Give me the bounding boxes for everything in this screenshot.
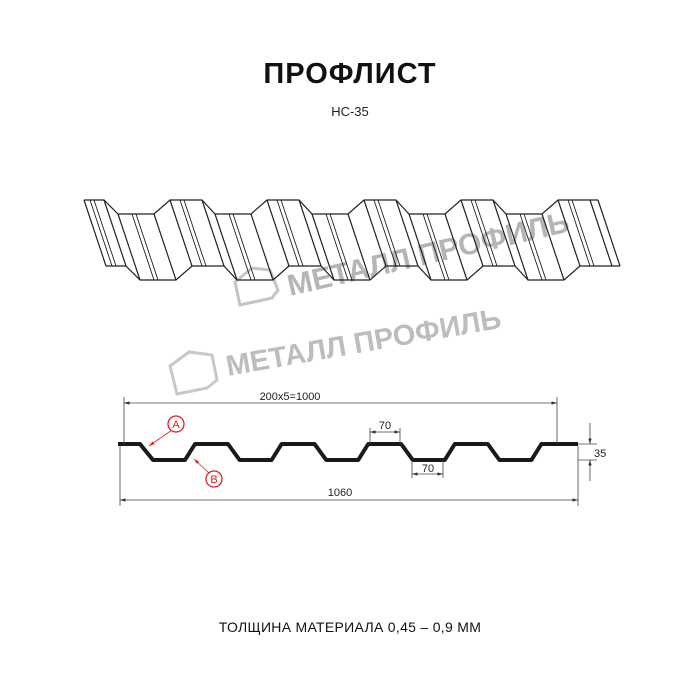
sheet-edge-line — [276, 199, 300, 267]
sheet-edge-line — [84, 199, 598, 215]
dimension-height-label: 35 — [594, 448, 606, 460]
watermark-text-bottom: МЕТАЛЛ ПРОФИЛЬ — [224, 303, 504, 383]
sheet-edge-line — [557, 199, 581, 267]
dimension-height — [578, 423, 597, 481]
dimension-pitch-label: 200x5=1000 — [260, 391, 321, 403]
sheet-edge-line — [426, 213, 450, 281]
watermark-top — [233, 266, 280, 307]
sheet-edge-line — [470, 199, 494, 267]
sheet-edge-line — [363, 199, 387, 267]
sheet-edge-line — [266, 199, 290, 267]
sheet-perspective-view — [83, 199, 621, 281]
sheet-edge-line — [373, 199, 397, 267]
sheet-edge-line — [153, 213, 177, 281]
sheet-edge-line — [232, 213, 256, 281]
svg-text:A: A — [172, 419, 180, 431]
sheet-edge-line — [228, 213, 252, 281]
material-thickness-note: ТОЛЩИНА МАТЕРИАЛА 0,45 – 0,9 ММ — [218, 619, 482, 635]
sheet-edge-line — [597, 199, 621, 267]
marker-a: A — [148, 415, 185, 447]
sheet-edge-line — [325, 213, 349, 281]
dimension-pitch — [123, 397, 558, 444]
watermark-bottom — [168, 350, 219, 396]
sheet-edge-line — [422, 213, 446, 281]
svg-text:B: B — [210, 474, 217, 486]
dimension-top-flange-label: 70 — [379, 420, 391, 432]
sheet-edge-line — [311, 213, 335, 281]
sheet-edge-line — [571, 199, 595, 267]
sheet-edge-line — [214, 213, 238, 281]
dimension-bottom-flange — [411, 460, 444, 478]
sheet-edge-line — [523, 213, 547, 281]
sheet-edge-line — [541, 213, 565, 281]
sheet-edge-line — [250, 213, 274, 281]
sheet-edge-line — [329, 213, 353, 281]
sheet-edge-line — [201, 199, 225, 267]
sheet-edge-line — [117, 213, 141, 281]
marker-b: B — [193, 458, 223, 488]
dimension-bottom-flange-label: 70 — [422, 463, 434, 475]
sheet-edge-line — [83, 199, 107, 267]
sheet-edge-line — [103, 199, 127, 267]
dimension-top-flange — [369, 428, 401, 444]
sheet-edge-line — [395, 199, 419, 267]
logo-icon — [233, 266, 280, 307]
sheet-edge-line — [183, 199, 207, 267]
logo-icon — [168, 350, 219, 396]
sheet-edge-line — [169, 199, 193, 267]
sheet-edge-line — [444, 213, 468, 281]
page-title: ПРОФЛИСТ — [263, 58, 437, 90]
sheet-edge-line — [589, 199, 613, 267]
sheet-edge-line — [131, 213, 155, 281]
sheet-edge-line — [460, 199, 484, 267]
sheet-edge-line — [377, 199, 401, 267]
sheet-edge-line — [93, 199, 117, 267]
watermark-text-top: МЕТАЛЛ ПРОФИЛЬ — [284, 206, 572, 303]
sheet-edge-line — [179, 199, 203, 267]
dimension-total-width-label: 1060 — [328, 487, 352, 499]
sheet-edge-line — [505, 213, 529, 281]
sheet-edge-line — [298, 199, 322, 267]
sheet-profile-section — [118, 442, 578, 462]
model-label: НС-35 — [331, 104, 369, 119]
sheet-edge-line — [135, 213, 159, 281]
sheet-edge-line — [347, 213, 371, 281]
sheet-edge-line — [567, 199, 591, 267]
sheet-edge-line — [519, 213, 543, 281]
dimension-total-width — [119, 446, 579, 506]
sheet-edge-line — [89, 199, 113, 267]
sheet-edge-line — [492, 199, 516, 267]
sheet-edge-line — [474, 199, 498, 267]
sheet-edge-line — [280, 199, 304, 267]
sheet-edge-line — [408, 213, 432, 281]
